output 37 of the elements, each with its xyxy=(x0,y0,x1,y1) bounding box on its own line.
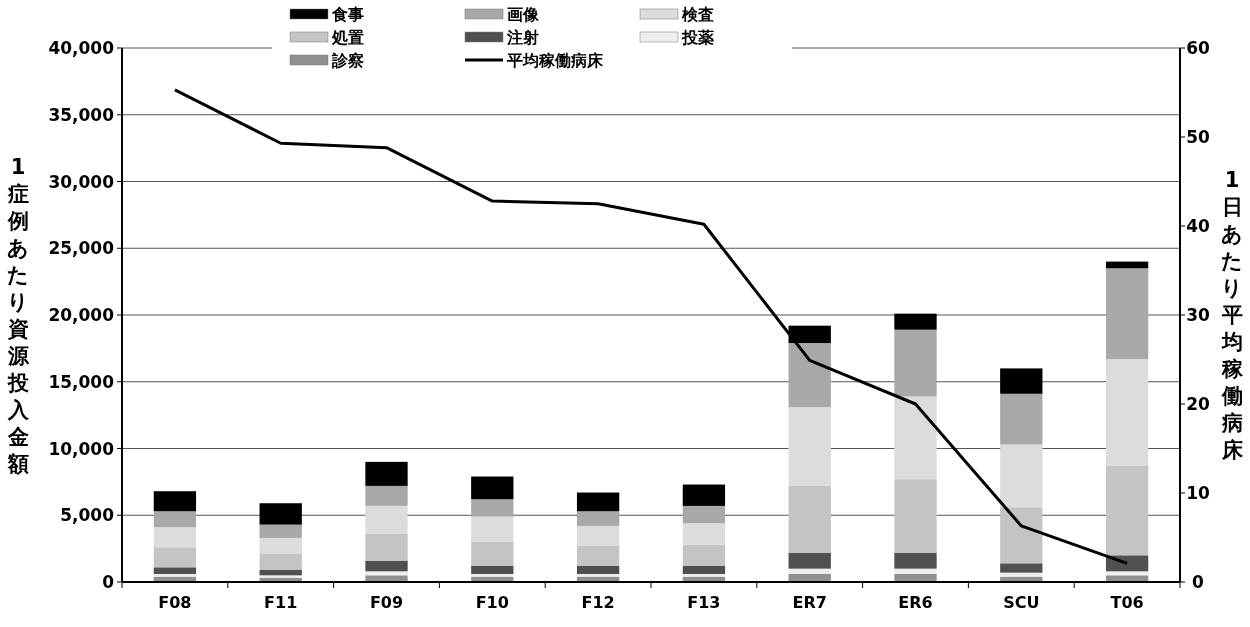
y-tick-label: 5,000 xyxy=(60,505,115,526)
x-tick-label: T06 xyxy=(1110,593,1144,612)
y2-tick-label: 40 xyxy=(1186,216,1210,236)
legend-label: 画像 xyxy=(507,5,540,24)
y2-tick-label: 60 xyxy=(1186,38,1210,58)
x-tick-label: F09 xyxy=(369,593,404,612)
legend-label: 投薬 xyxy=(681,28,714,47)
y-tick-label: 20,000 xyxy=(48,305,115,325)
y-tick-label: 35,000 xyxy=(48,104,115,125)
y-tick-label: 40,000 xyxy=(48,38,115,58)
y2-tick-label: 50 xyxy=(1186,127,1210,147)
legend-label: 処置 xyxy=(331,28,364,47)
y2-tick-label: 10 xyxy=(1186,483,1210,503)
x-tick-label: F13 xyxy=(687,593,721,612)
legend-label: 食事 xyxy=(331,5,364,24)
x-tick-label: ER7 xyxy=(792,593,827,612)
y-tick-label: 15,000 xyxy=(48,371,115,392)
y-tick-label: 0 xyxy=(102,572,115,592)
y2-tick-label: 20 xyxy=(1186,394,1210,414)
legend-label: 検査 xyxy=(681,5,714,24)
x-tick-label: F11 xyxy=(264,593,298,612)
x-tick-label: F12 xyxy=(581,593,615,612)
y-tick-label: 30,000 xyxy=(48,171,115,192)
text: 1日あたり平均稼働病床 xyxy=(1221,168,1243,462)
x-tick-label: ER6 xyxy=(898,593,933,612)
y-tick-label: 25,000 xyxy=(48,238,115,259)
y2-tick-label: 30 xyxy=(1186,305,1210,325)
y2-tick-label: 0 xyxy=(1192,572,1205,592)
text: 1症例あたり資源投入金額 xyxy=(7,154,29,476)
x-tick-label: SCU xyxy=(1003,593,1040,612)
legend-label: 平均稼働病床 xyxy=(506,51,604,70)
x-tick-label: F08 xyxy=(158,593,192,612)
legend-label: 診察 xyxy=(331,51,364,70)
legend-label: 注射 xyxy=(506,28,539,47)
line-series xyxy=(173,88,1129,565)
y-tick-label: 10,000 xyxy=(48,438,115,459)
x-tick-label: F10 xyxy=(475,593,509,612)
